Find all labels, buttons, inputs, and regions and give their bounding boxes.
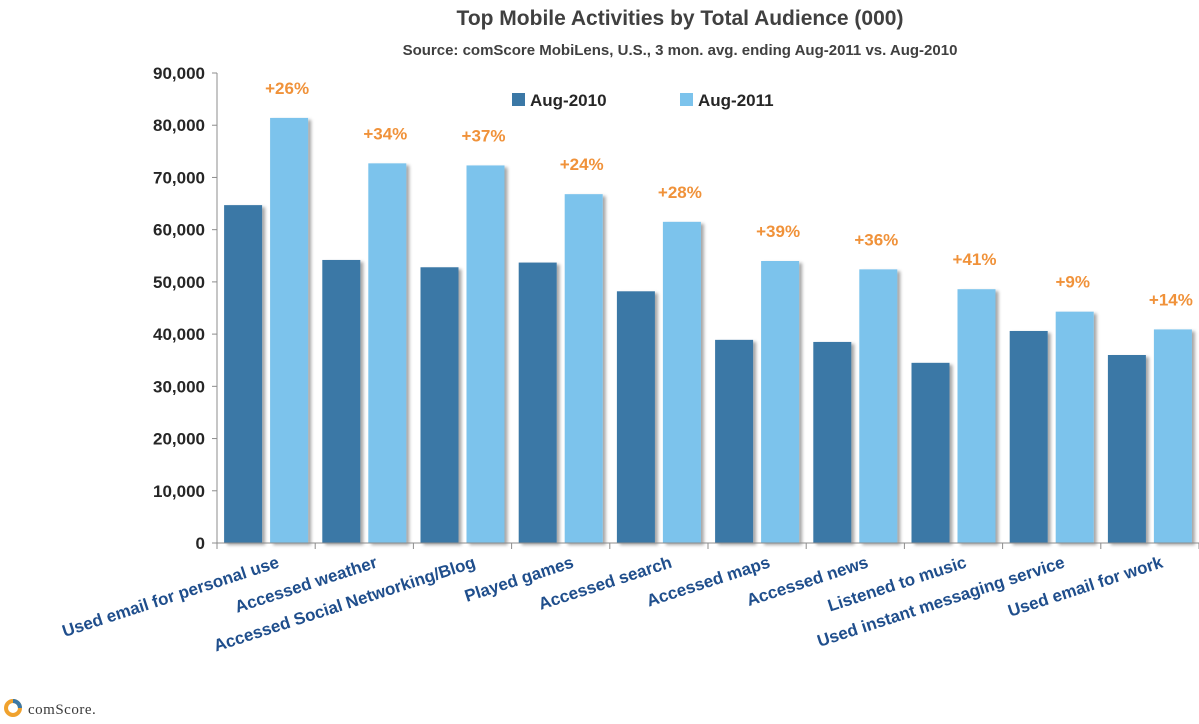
bar-aug-2011-7	[859, 269, 898, 543]
change-label: +24%	[560, 155, 604, 174]
bar-aug-2010-10	[1107, 355, 1146, 543]
bar-aug-2010-8	[911, 362, 950, 543]
y-tick-label: 80,000	[153, 116, 205, 135]
bar-aug-2011-5	[662, 221, 701, 544]
change-label: +36%	[854, 230, 898, 249]
y-tick-label: 70,000	[153, 168, 205, 187]
chart-title: Top Mobile Activities by Total Audience …	[457, 7, 904, 30]
change-label: +26%	[265, 79, 309, 98]
bar-aug-2011-8	[957, 289, 996, 543]
change-annotations: +26% +34% +37% +24% +28% +39% +36% +41% +9% +14%	[265, 79, 1193, 309]
y-tick-label: 30,000	[153, 377, 205, 396]
bar-aug-2010-1	[224, 205, 263, 543]
comscore-logo: comScore.	[4, 699, 96, 718]
bar-aug-2010-2	[322, 259, 361, 543]
bar-aug-2011-10	[1153, 329, 1192, 543]
bar-aug-2010-5	[616, 291, 655, 543]
change-label: +39%	[756, 222, 800, 241]
legend-swatch-aug-2010	[512, 93, 525, 106]
y-tick-label: 10,000	[153, 482, 205, 501]
bar-aug-2010-3	[420, 267, 459, 543]
comscore-logo-icon-accent	[12, 699, 22, 709]
bar-aug-2011-1	[270, 117, 309, 544]
comscore-logo-text: comScore.	[28, 702, 96, 718]
y-axis: 0 10,000 20,000 30,000 40,000 50,000 60,000 70,…	[153, 64, 218, 553]
legend-label-aug-2011: Aug-2011	[698, 91, 774, 110]
bars	[224, 117, 1192, 544]
change-label: +37%	[462, 126, 506, 145]
y-tick-label: 0	[196, 534, 205, 553]
legend: Aug-2010 Aug-2011	[512, 91, 774, 110]
bar-aug-2010-9	[1009, 330, 1048, 543]
chart-subtitle: Source: comScore MobiLens, U.S., 3 mon. …	[403, 42, 958, 59]
change-label: +41%	[953, 250, 997, 269]
y-tick-label: 20,000	[153, 430, 205, 449]
change-label: +28%	[658, 183, 702, 202]
bar-aug-2010-4	[518, 262, 557, 543]
change-label: +34%	[363, 124, 407, 143]
bar-aug-2010-6	[715, 339, 754, 543]
bar-aug-2010-7	[813, 341, 852, 543]
bar-aug-2011-9	[1055, 311, 1094, 543]
y-tick-label: 40,000	[153, 325, 205, 344]
bar-aug-2011-6	[761, 261, 800, 543]
y-tick-label: 50,000	[153, 273, 205, 292]
change-label: +9%	[1055, 273, 1090, 292]
bar-aug-2011-4	[564, 194, 603, 543]
change-label: +14%	[1149, 290, 1193, 309]
y-tick-label: 60,000	[153, 221, 205, 240]
legend-label-aug-2010: Aug-2010	[530, 91, 607, 110]
bar-aug-2011-3	[466, 165, 505, 543]
bar-aug-2011-2	[368, 163, 407, 543]
y-tick-label: 90,000	[153, 64, 205, 83]
legend-swatch-aug-2011	[680, 93, 693, 106]
